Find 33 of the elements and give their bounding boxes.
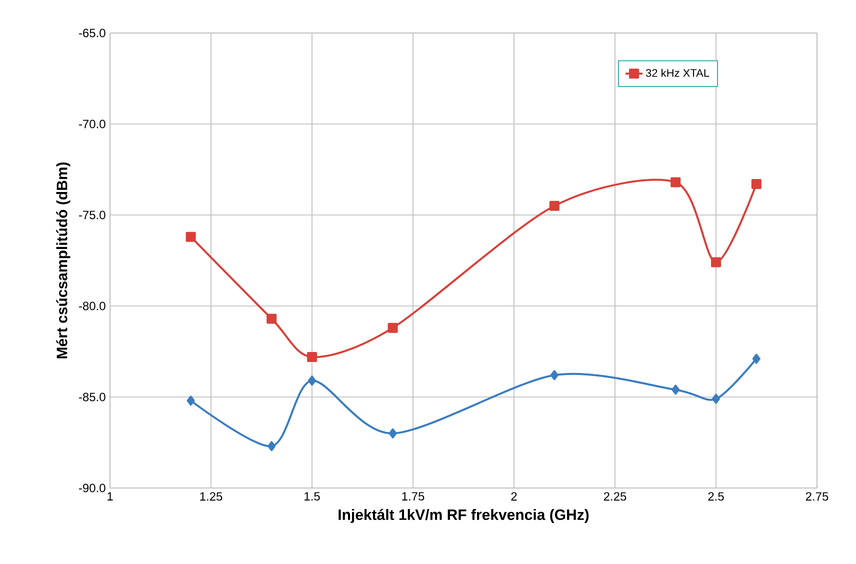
point xyxy=(550,370,558,380)
point xyxy=(670,177,681,188)
y-tick-label: -70.0 xyxy=(78,120,106,128)
x-tick-label: 2.25 xyxy=(604,492,626,501)
x-tick-label: 1 xyxy=(108,492,113,500)
y-tick-label: -80.0 xyxy=(78,302,106,310)
point xyxy=(186,396,195,406)
point xyxy=(672,384,680,395)
point xyxy=(549,200,560,211)
point xyxy=(268,441,276,452)
y-tick-label: -65.0 xyxy=(78,28,106,38)
point xyxy=(751,179,762,190)
point xyxy=(388,428,397,438)
y-axis-title: Mért csúcsamplitúdó (dBm) xyxy=(56,162,70,358)
y-tick-label: -90.0 xyxy=(78,484,106,492)
x-tick-label: 1.25 xyxy=(200,492,222,501)
y-tick-label: -75.0 xyxy=(78,210,106,220)
point xyxy=(388,322,398,333)
point xyxy=(186,232,196,242)
legend-label: 32 kHz XTAL xyxy=(646,68,710,77)
point xyxy=(266,314,277,324)
x-tick-label: 1.75 xyxy=(402,492,424,501)
y-tick-label: -85.0 xyxy=(78,392,106,402)
x-tick-label: 1.5 xyxy=(304,492,320,501)
point xyxy=(711,257,722,268)
point xyxy=(712,394,720,404)
x-tick-label: 2 xyxy=(511,492,517,501)
point xyxy=(308,376,316,386)
x-axis-title: Injektált 1kV/m RF frekvencia (GHz) xyxy=(338,508,589,523)
x-tick-label: 2.5 xyxy=(708,492,724,501)
x-tick-label: 2.75 xyxy=(806,492,828,501)
point xyxy=(752,354,760,364)
point xyxy=(307,352,318,362)
